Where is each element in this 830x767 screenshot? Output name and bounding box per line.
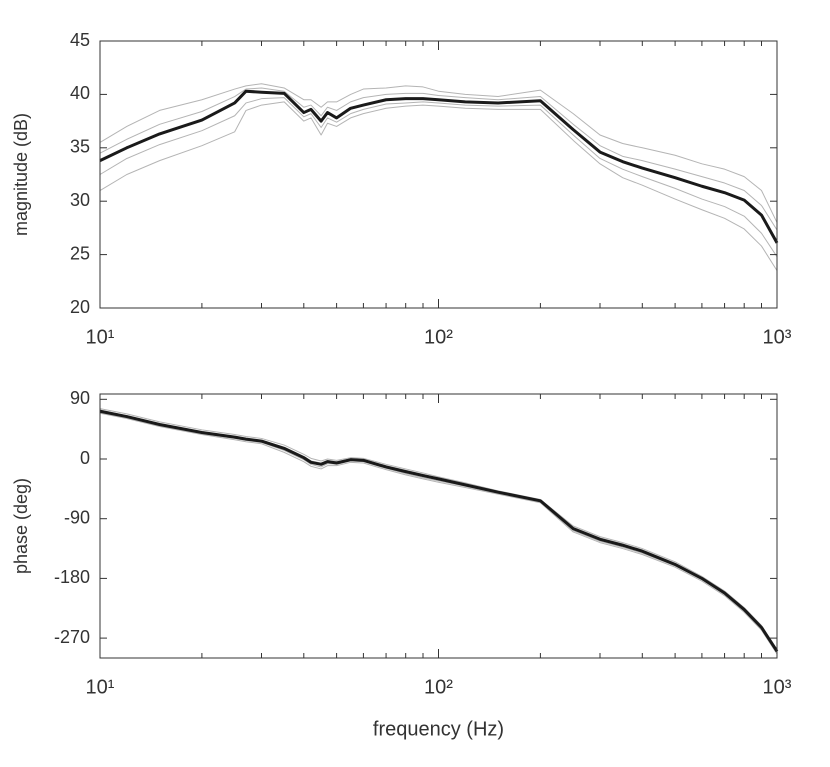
x-tick-label: 10² <box>424 326 453 348</box>
series-line <box>99 412 778 655</box>
x-tick-label: 10¹ <box>86 676 115 698</box>
series-line <box>99 87 778 231</box>
y-tick-label: 90 <box>70 388 90 408</box>
y-tick-label: 25 <box>70 243 90 263</box>
series-line <box>99 409 779 653</box>
x-tick-label: 10¹ <box>86 326 115 348</box>
plot-area <box>100 394 777 658</box>
series-line <box>99 101 778 271</box>
y-tick-label: 0 <box>80 448 90 468</box>
y-tick-label: -180 <box>54 567 90 587</box>
series-line <box>99 408 778 650</box>
y-axis-label: phase (deg) <box>11 478 31 574</box>
y-tick-label: -90 <box>64 507 90 527</box>
series-line <box>99 97 778 258</box>
plot-area <box>100 41 777 308</box>
x-axis-label: frequency (Hz) <box>373 718 504 740</box>
x-tick-label: 10³ <box>763 676 792 698</box>
y-tick-label: 30 <box>70 190 90 210</box>
y-tick-label: 45 <box>70 30 90 50</box>
y-tick-label: 20 <box>70 297 90 317</box>
y-tick-label: 40 <box>70 83 90 103</box>
x-tick-label: 10² <box>424 676 453 698</box>
series-line <box>99 89 779 244</box>
series-line <box>99 83 778 223</box>
y-tick-label: 35 <box>70 137 90 157</box>
y-tick-label: -270 <box>54 627 90 647</box>
y-axis-label: magnitude (dB) <box>11 113 31 236</box>
x-tick-label: 10³ <box>763 326 792 348</box>
